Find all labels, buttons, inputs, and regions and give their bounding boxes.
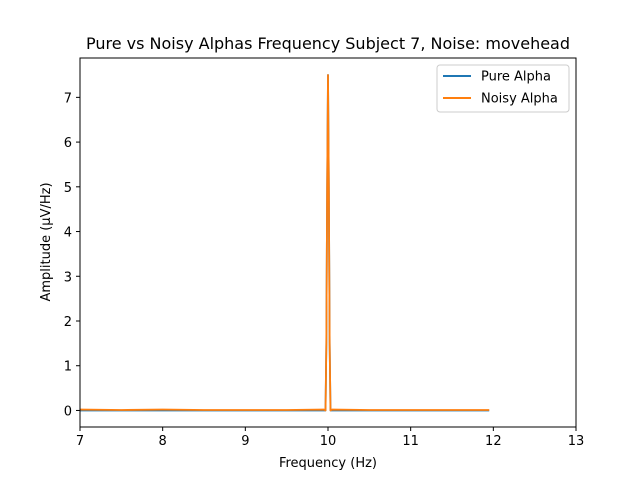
legend-label: Pure Alpha xyxy=(481,70,551,85)
y-tick-label: 6 xyxy=(64,136,72,151)
x-tick-label: 13 xyxy=(568,434,585,449)
x-tick-label: 11 xyxy=(402,434,419,449)
x-tick-label: 10 xyxy=(320,434,337,449)
legend-label: Noisy Alpha xyxy=(481,92,558,107)
series-line-2 xyxy=(79,74,490,412)
chart-title: Pure vs Noisy Alphas Frequency Subject 7… xyxy=(86,34,570,53)
y-tick-label: 0 xyxy=(64,404,72,419)
y-tick-label: 3 xyxy=(64,270,72,285)
y-tick-label: 5 xyxy=(64,181,72,196)
y-tick-label: 4 xyxy=(64,226,72,241)
y-axis: 0 1 2 3 4 5 6 7 xyxy=(64,91,80,419)
legend: Pure Alpha Noisy Alpha xyxy=(436,64,570,113)
y-axis-label: Amplitude (μV/Hz) xyxy=(39,182,54,301)
x-tick-label: 8 xyxy=(159,434,167,449)
y-tick-label: 7 xyxy=(64,91,72,106)
y-tick-label: 1 xyxy=(64,360,72,375)
x-tick-label: 9 xyxy=(241,434,249,449)
x-tick-label: 7 xyxy=(76,434,84,449)
series-layer xyxy=(79,74,490,412)
y-tick-label: 2 xyxy=(64,315,72,330)
x-axis: 7 8 9 10 11 12 13 xyxy=(76,427,584,449)
x-tick-label: 12 xyxy=(485,434,502,449)
x-axis-label: Frequency (Hz) xyxy=(279,456,377,471)
